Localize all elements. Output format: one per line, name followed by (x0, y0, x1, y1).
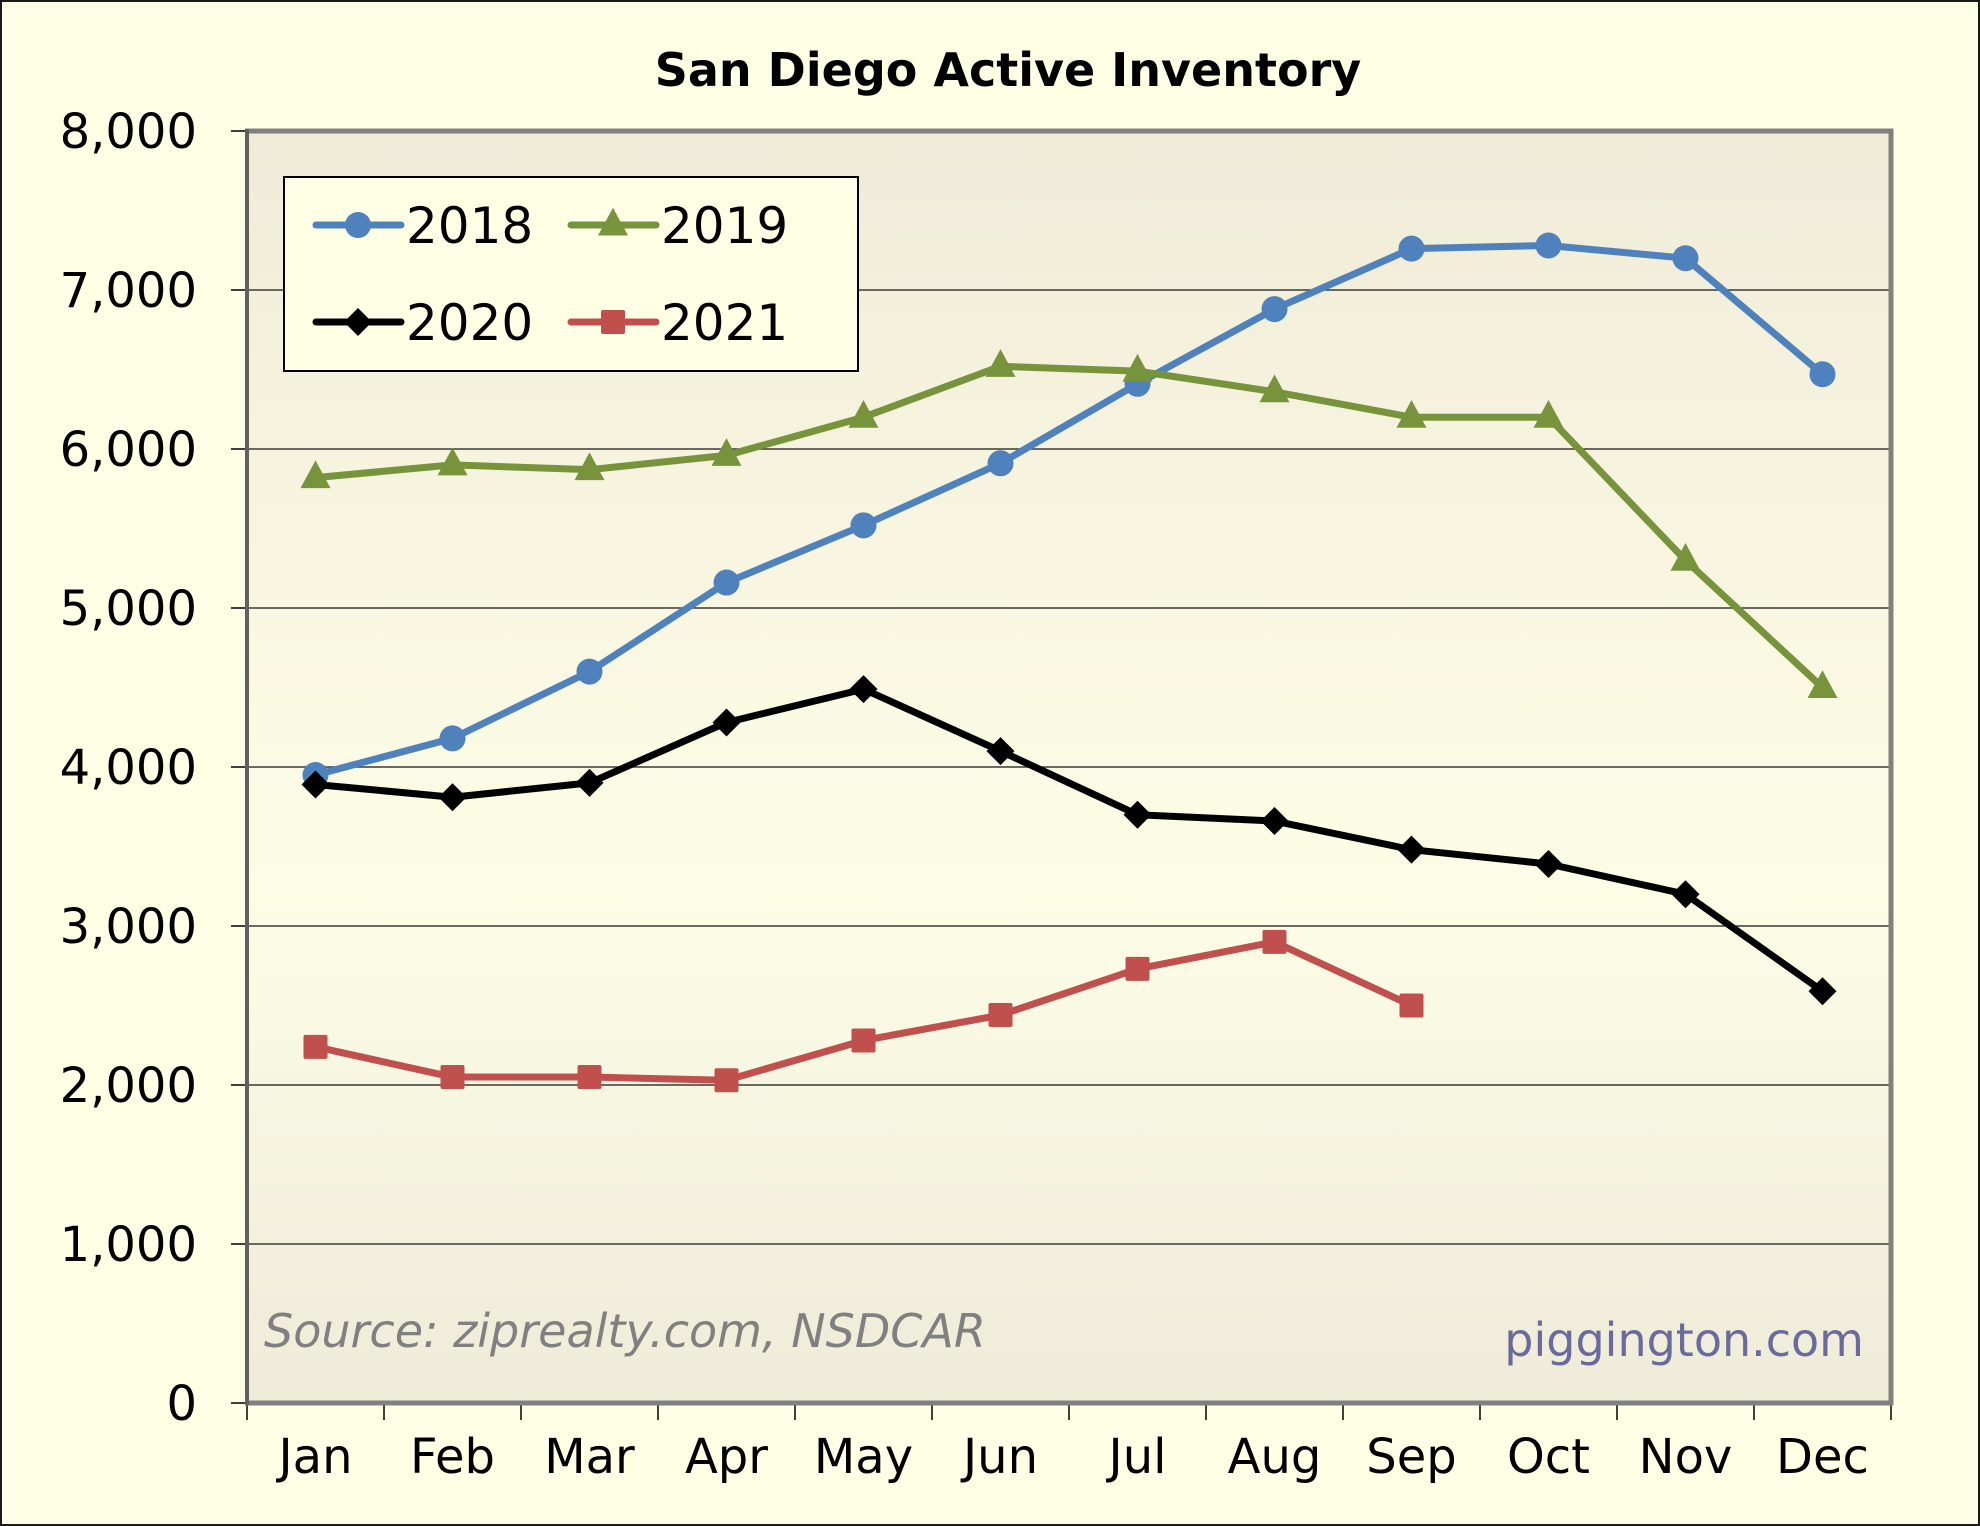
legend-marker-triangle-icon (598, 207, 628, 236)
data-point (1809, 361, 1836, 388)
legend: 2018 2019 2020 2021 (283, 176, 859, 372)
series-2019 (300, 349, 1838, 698)
series-line-2018 (314, 241, 1825, 779)
data-point (1398, 235, 1425, 262)
data-point (1261, 296, 1288, 323)
x-tick-label: Jun (960, 1429, 1038, 1485)
x-tick-label: Jul (1106, 1429, 1167, 1485)
x-axis: Jan Feb Mar Apr May Jun Jul Aug Sep Oct Nov Dec (246, 1403, 1892, 1485)
series-2020 (301, 675, 1837, 1006)
legend-marker-circle-icon (345, 212, 371, 238)
chart-title: San Diego Active Inventory (655, 43, 1362, 97)
data-point (1260, 807, 1289, 836)
watermark: piggington.com (1504, 1313, 1864, 1367)
legend-item-2020: 2020 (312, 294, 533, 352)
x-tick-label: Nov (1639, 1429, 1733, 1485)
series-line-2020 (315, 685, 1825, 995)
data-point (575, 768, 604, 797)
series-2021 (303, 929, 1424, 1093)
data-point (1262, 929, 1287, 954)
legend-label: 2021 (661, 294, 788, 352)
data-point (711, 438, 742, 466)
x-tick-label: Aug (1228, 1429, 1322, 1485)
data-point (1397, 835, 1426, 864)
x-tick-label: Apr (685, 1429, 768, 1485)
legend-item-2021: 2021 (567, 294, 788, 352)
x-tick-label: Mar (544, 1429, 635, 1485)
data-point (1672, 245, 1699, 272)
legend-marker-diamond-icon (344, 308, 372, 336)
data-point (714, 1068, 739, 1093)
y-tick-label: 3,000 (60, 899, 197, 955)
data-point (440, 1065, 465, 1090)
data-point (1670, 543, 1701, 571)
series-group (300, 232, 1838, 1093)
data-point (1808, 977, 1837, 1006)
data-point (1396, 399, 1427, 428)
legend-label: 2019 (661, 197, 788, 255)
data-point (713, 569, 740, 596)
data-point (437, 447, 468, 476)
data-point (849, 675, 878, 704)
data-point (1125, 956, 1150, 981)
y-tick-label: 5,000 (60, 581, 197, 637)
data-point (850, 512, 877, 539)
legend-marker-square-icon (601, 310, 625, 334)
data-point (438, 783, 467, 812)
data-point (848, 399, 879, 428)
data-point (988, 1003, 1013, 1028)
series-line-2019 (315, 362, 1825, 691)
legend-label: 2018 (406, 197, 533, 255)
data-point (301, 770, 330, 799)
y-tick-label: 8,000 (60, 104, 197, 160)
x-tick-label: Dec (1776, 1429, 1869, 1485)
source-note: Source: ziprealty.com, NSDCAR (264, 1304, 986, 1358)
y-tick-label: 6,000 (60, 422, 197, 478)
legend-item-2018: 2018 (312, 197, 533, 255)
data-point (987, 450, 1014, 477)
legend-label: 2020 (406, 294, 533, 352)
x-tick-label: May (814, 1429, 913, 1485)
data-point (1535, 232, 1562, 259)
data-point (577, 1065, 602, 1090)
legend-item-2019: 2019 (567, 197, 788, 255)
data-point (1533, 399, 1564, 428)
y-tick-label: 4,000 (60, 740, 197, 796)
data-point (1259, 374, 1290, 403)
data-point (1123, 800, 1152, 829)
data-point (851, 1028, 876, 1053)
x-tick-label: Feb (410, 1429, 495, 1485)
y-tick-label: 7,000 (60, 263, 197, 319)
data-point (1534, 849, 1563, 878)
data-point (439, 725, 466, 752)
y-tick-label: 2,000 (60, 1058, 197, 1114)
legend-box (283, 176, 859, 372)
data-point (986, 737, 1015, 766)
data-point (1671, 880, 1700, 909)
data-point (1807, 670, 1838, 698)
y-tick-label: 0 (166, 1376, 197, 1432)
data-point (985, 349, 1016, 377)
series-2018 (302, 232, 1836, 788)
data-point (303, 1034, 328, 1059)
y-axis: 0 1,000 2,000 3,000 4,000 5,000 6,000 7,000 8,00… (60, 104, 247, 1432)
data-point (574, 452, 605, 481)
data-point (576, 658, 603, 685)
x-tick-label: Jan (276, 1429, 353, 1485)
data-point (1399, 993, 1424, 1018)
data-point (712, 708, 741, 737)
data-point (300, 460, 331, 489)
x-tick-label: Sep (1366, 1429, 1456, 1485)
y-tick-label: 1,000 (60, 1217, 197, 1273)
x-tick-label: Oct (1507, 1429, 1590, 1485)
data-point (1122, 353, 1153, 382)
